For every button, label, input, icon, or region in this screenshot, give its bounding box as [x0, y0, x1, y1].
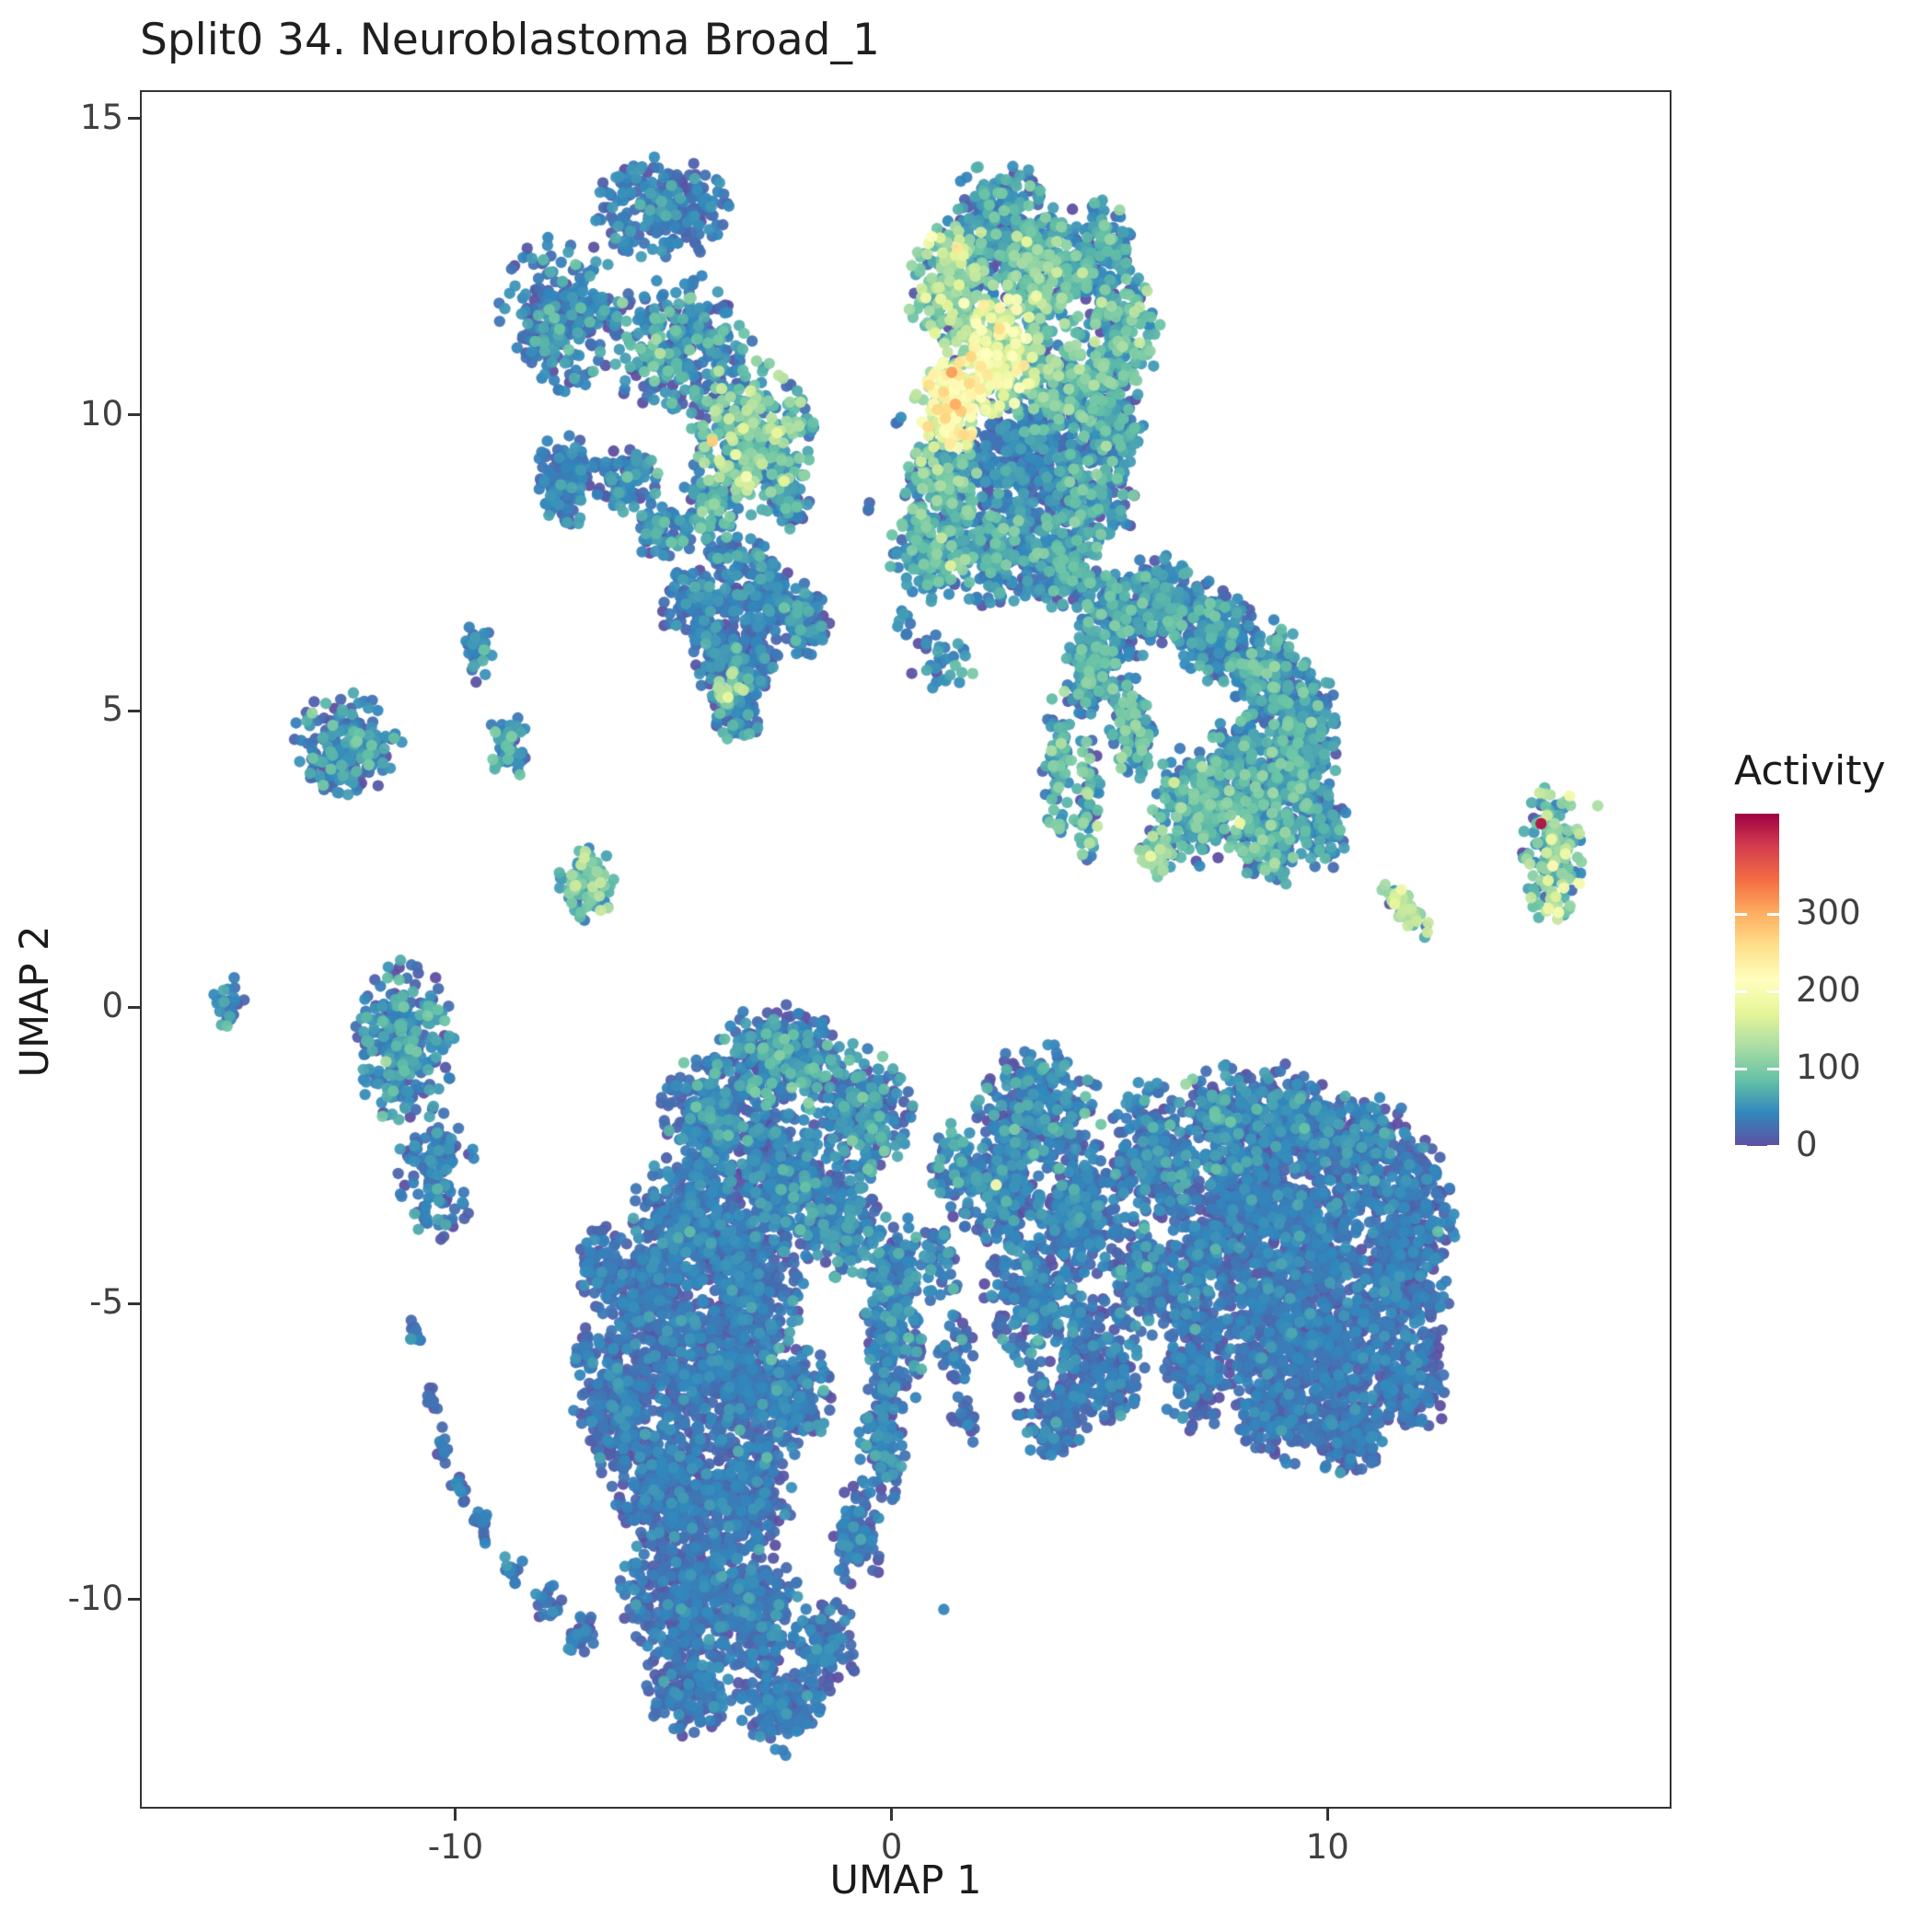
- y-tick-label: -5: [89, 1282, 123, 1322]
- y-tick-label: 15: [79, 97, 123, 137]
- scatter-canvas: [142, 92, 1670, 1807]
- y-tick-label: 5: [101, 689, 123, 730]
- chart-title: Split0 34. Neuroblastoma Broad_1: [140, 15, 880, 65]
- colorbar-gradient: [1735, 814, 1779, 1146]
- colorbar-tick-label: 0: [1796, 1125, 1818, 1164]
- colorbar-tick-mark: [1735, 1144, 1747, 1148]
- y-tick-mark: [128, 709, 140, 712]
- colorbar-tick-mark: [1735, 912, 1747, 916]
- colorbar-tick-mark: [1735, 989, 1747, 993]
- x-tick-label: -10: [427, 1827, 484, 1867]
- colorbar-tick-mark: [1735, 1067, 1747, 1070]
- x-tick-label: 0: [880, 1827, 903, 1867]
- colorbar-tick-mark: [1767, 1067, 1779, 1070]
- y-tick-label: 0: [101, 986, 123, 1026]
- colorbar-tick-mark: [1767, 1144, 1779, 1148]
- colorbar-tick-label: 300: [1796, 893, 1861, 933]
- x-tick-mark: [1325, 1809, 1329, 1821]
- colorbar-tick-label: 200: [1796, 970, 1861, 1011]
- legend-title: Activity: [1734, 747, 1886, 794]
- y-axis-label: UMAP 2: [12, 925, 58, 1078]
- plot-panel: [140, 90, 1672, 1809]
- colorbar-tick-mark: [1767, 989, 1779, 993]
- colorbar-tick-mark: [1767, 912, 1779, 916]
- x-tick-label: 10: [1305, 1827, 1349, 1867]
- y-tick-mark: [128, 117, 140, 121]
- x-tick-mark: [454, 1809, 457, 1821]
- y-tick-mark: [128, 1005, 140, 1009]
- y-tick-label: -10: [67, 1578, 123, 1618]
- y-tick-mark: [128, 1598, 140, 1602]
- x-tick-mark: [890, 1809, 894, 1821]
- y-tick-mark: [128, 1301, 140, 1305]
- y-tick-mark: [128, 413, 140, 417]
- x-axis-label: UMAP 1: [829, 1857, 982, 1903]
- colorbar-tick-label: 100: [1796, 1047, 1861, 1088]
- y-tick-label: 10: [79, 393, 123, 434]
